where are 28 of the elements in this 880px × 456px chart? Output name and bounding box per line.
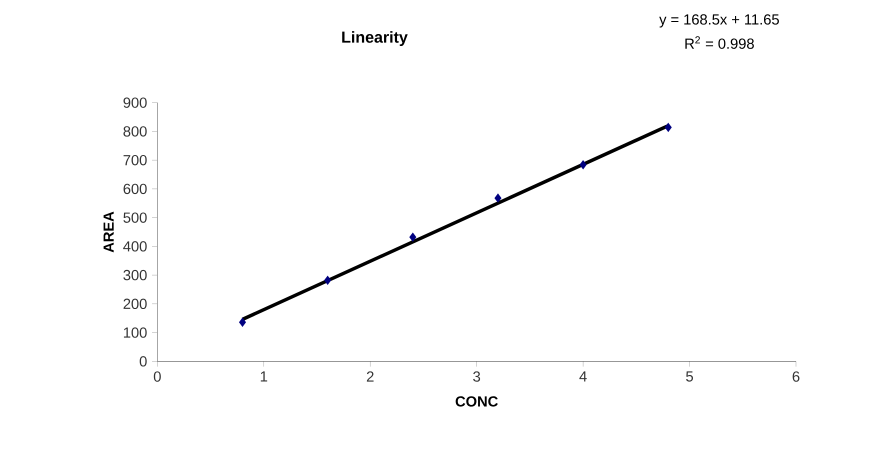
y-tick-label: 700 [124,154,147,166]
x-tick-label: 1 [260,371,268,382]
point [239,318,246,327]
y-tick-label: 0 [140,356,147,367]
chart-title: Linearity [342,31,408,46]
point [664,122,672,132]
point [409,232,416,242]
y-tick-label: 500 [123,212,147,223]
point [324,276,332,285]
x-tick-label: 5 [686,371,694,382]
x-tick-label: 0 [154,371,161,382]
point [494,194,502,203]
x-tick-label: 4 [579,371,587,382]
x-tick-label: 6 [792,371,800,382]
text: y = 168.5x + 11.65 [659,14,779,28]
text: R$^{2}$ = 0.998 [685,36,754,49]
y-tick-label: 900 [124,97,147,108]
y-tick-label: 400 [123,241,147,252]
x-tick-label: 2 [366,371,374,382]
y-axis-title: AREA [104,212,114,252]
y-tick-label: 100 [124,327,147,338]
y-tick-label: 300 [123,270,147,280]
point [580,160,587,170]
y-tick-label: 200 [124,298,147,310]
x-axis-title: CONC [456,396,498,407]
y-tick-label: 800 [123,126,147,137]
y-tick-label: 600 [124,184,147,194]
x-tick-label: 3 [473,371,480,382]
